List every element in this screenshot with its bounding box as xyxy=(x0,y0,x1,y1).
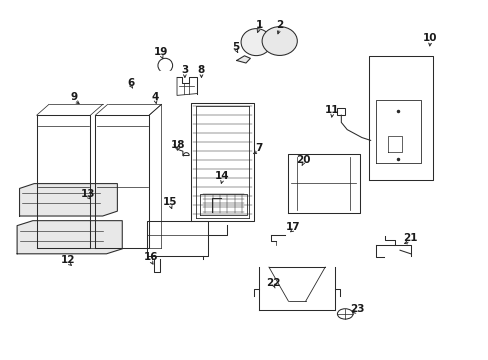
Text: 14: 14 xyxy=(215,171,229,181)
Text: 6: 6 xyxy=(127,78,134,88)
Text: 4: 4 xyxy=(151,92,159,102)
Bar xyxy=(337,108,345,115)
Text: 5: 5 xyxy=(232,42,239,52)
Text: 17: 17 xyxy=(285,222,300,232)
Text: 19: 19 xyxy=(154,47,168,57)
Polygon shape xyxy=(236,56,250,63)
Polygon shape xyxy=(17,221,122,254)
Text: 18: 18 xyxy=(171,140,185,150)
Text: 7: 7 xyxy=(255,143,263,153)
Text: 9: 9 xyxy=(71,92,78,102)
Text: 1: 1 xyxy=(255,20,262,30)
Text: 11: 11 xyxy=(325,105,339,115)
Ellipse shape xyxy=(262,27,297,55)
Text: 10: 10 xyxy=(422,33,437,43)
Text: 16: 16 xyxy=(143,252,158,262)
Text: 21: 21 xyxy=(403,233,417,243)
Text: 15: 15 xyxy=(163,197,177,207)
Text: 20: 20 xyxy=(295,155,310,165)
Text: 22: 22 xyxy=(266,278,281,288)
Text: 13: 13 xyxy=(81,189,95,199)
Text: 2: 2 xyxy=(276,20,283,30)
Text: 12: 12 xyxy=(61,255,76,265)
Polygon shape xyxy=(20,184,117,216)
Text: 23: 23 xyxy=(349,303,364,314)
Text: 8: 8 xyxy=(198,65,204,75)
Text: 3: 3 xyxy=(181,65,188,75)
Ellipse shape xyxy=(241,29,271,55)
